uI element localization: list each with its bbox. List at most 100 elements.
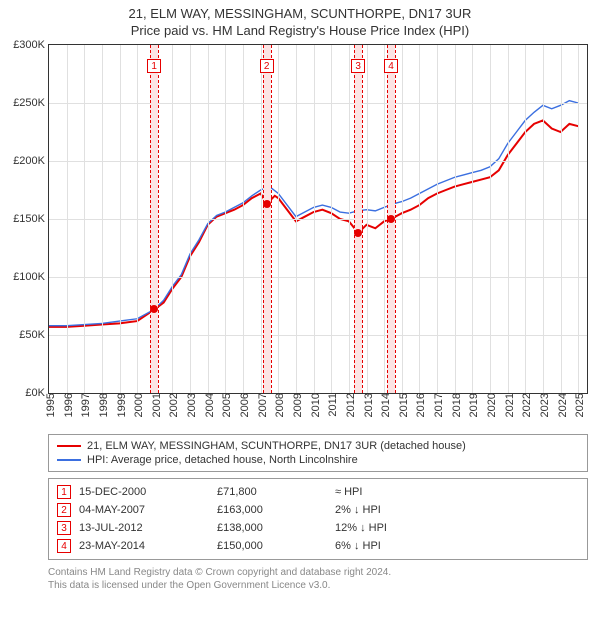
sale-band-border — [158, 45, 159, 393]
gridline-h — [49, 103, 587, 104]
y-axis-label: £100K — [13, 271, 49, 283]
x-axis-label: 2013 — [359, 393, 375, 417]
x-axis-label: 2003 — [182, 393, 198, 417]
sale-table-price: £150,000 — [217, 540, 327, 552]
x-axis-label: 2024 — [553, 393, 569, 417]
y-axis-label: £200K — [13, 155, 49, 167]
x-axis-label: 2004 — [200, 393, 216, 417]
sale-table-price: £138,000 — [217, 522, 327, 534]
gridline-v — [525, 45, 526, 393]
gridline-v — [402, 45, 403, 393]
gridline-h — [49, 161, 587, 162]
x-axis-label: 2007 — [253, 393, 269, 417]
x-axis-label: 2012 — [341, 393, 357, 417]
sale-table-row: 204-MAY-2007£163,0002% ↓ HPI — [53, 501, 583, 519]
gridline-v — [172, 45, 173, 393]
x-axis-label: 2020 — [482, 393, 498, 417]
gridline-v — [190, 45, 191, 393]
x-axis-label: 2010 — [306, 393, 322, 417]
x-axis-label: 2011 — [323, 393, 339, 417]
legend-label: 21, ELM WAY, MESSINGHAM, SCUNTHORPE, DN1… — [87, 440, 466, 452]
sale-table-date: 23-MAY-2014 — [79, 540, 209, 552]
sale-band — [150, 45, 158, 393]
x-axis-label: 2001 — [147, 393, 163, 417]
sale-table-row: 4 23-MAY-2014 £150,000 6% ↓ HPI — [53, 537, 583, 555]
x-axis-label: 2006 — [235, 393, 251, 417]
gridline-v — [137, 45, 138, 393]
chart-header: 21, ELM WAY, MESSINGHAM, SCUNTHORPE, DN1… — [0, 0, 600, 44]
page-container: 21, ELM WAY, MESSINGHAM, SCUNTHORPE, DN1… — [0, 0, 600, 620]
y-axis-label: £50K — [19, 329, 49, 341]
sale-points-table: 115-DEC-2000£71,800≈ HPI204-MAY-2007£163… — [48, 478, 588, 560]
x-axis-label: 2008 — [270, 393, 286, 417]
x-axis-label: 2015 — [394, 393, 410, 417]
title-address: 21, ELM WAY, MESSINGHAM, SCUNTHORPE, DN1… — [0, 6, 600, 23]
gridline-v — [367, 45, 368, 393]
gridline-h — [49, 219, 587, 220]
sale-table-marker: 3 — [57, 521, 71, 535]
gridline-h — [49, 335, 587, 336]
legend-swatch — [57, 459, 81, 461]
footnote-line1: Contains HM Land Registry data © Crown c… — [48, 566, 588, 579]
x-axis-label: 1999 — [112, 393, 128, 417]
sale-marker: 3 — [351, 59, 365, 73]
x-axis-label: 2017 — [429, 393, 445, 417]
gridline-v — [384, 45, 385, 393]
gridline-v — [437, 45, 438, 393]
gridline-v — [331, 45, 332, 393]
x-axis-label: 2000 — [129, 393, 145, 417]
x-axis-label: 2005 — [217, 393, 233, 417]
x-axis-label: 2018 — [447, 393, 463, 417]
sale-table-note: 2% ↓ HPI — [335, 504, 579, 516]
sale-band-border — [354, 45, 355, 393]
sale-table-marker: 4 — [57, 539, 71, 553]
gridline-v — [472, 45, 473, 393]
x-axis-label: 2016 — [411, 393, 427, 417]
gridline-v — [261, 45, 262, 393]
sale-band-border — [263, 45, 264, 393]
sale-marker: 2 — [260, 59, 274, 73]
gridline-v — [120, 45, 121, 393]
sale-point-dot — [150, 305, 158, 313]
sale-band — [354, 45, 362, 393]
x-axis-label: 2019 — [464, 393, 480, 417]
x-axis-label: 2025 — [570, 393, 586, 417]
legend-label: HPI: Average price, detached house, Nort… — [87, 454, 358, 466]
x-axis-label: 2014 — [376, 393, 392, 417]
y-axis-label: £250K — [13, 97, 49, 109]
gridline-v — [278, 45, 279, 393]
gridline-v — [67, 45, 68, 393]
x-axis-label: 2023 — [535, 393, 551, 417]
gridline-v — [561, 45, 562, 393]
footnote-line2: This data is licensed under the Open Gov… — [48, 579, 588, 592]
sale-marker: 1 — [147, 59, 161, 73]
x-axis-label: 2022 — [517, 393, 533, 417]
sale-table-date: 13-JUL-2012 — [79, 522, 209, 534]
chart-plot-area: £0K£50K£100K£150K£200K£250K£300K19951996… — [48, 44, 588, 394]
gridline-v — [84, 45, 85, 393]
legend-row: HPI: Average price, detached house, Nort… — [57, 453, 579, 467]
gridline-v — [543, 45, 544, 393]
x-axis-label: 2021 — [500, 393, 516, 417]
x-axis-label: 1997 — [76, 393, 92, 417]
sale-point-dot — [387, 215, 395, 223]
gridline-v — [508, 45, 509, 393]
sale-band — [263, 45, 271, 393]
sale-table-date: 15-DEC-2000 — [79, 486, 209, 498]
x-axis-label: 2002 — [164, 393, 180, 417]
sale-table-date: 04-MAY-2007 — [79, 504, 209, 516]
sale-band-border — [362, 45, 363, 393]
title-subtitle: Price paid vs. HM Land Registry's House … — [0, 23, 600, 40]
gridline-v — [296, 45, 297, 393]
y-axis-label: £150K — [13, 213, 49, 225]
sale-table-note: ≈ HPI — [335, 486, 579, 498]
sale-table-row: 313-JUL-2012£138,00012% ↓ HPI — [53, 519, 583, 537]
x-axis-label: 1998 — [94, 393, 110, 417]
chart-legend: 21, ELM WAY, MESSINGHAM, SCUNTHORPE, DN1… — [48, 434, 588, 472]
sale-table-note: 6% ↓ HPI — [335, 540, 579, 552]
legend-swatch — [57, 445, 81, 447]
gridline-h — [49, 277, 587, 278]
y-axis-label: £300K — [13, 39, 49, 51]
sale-table-row: 115-DEC-2000£71,800≈ HPI — [53, 483, 583, 501]
footnote: Contains HM Land Registry data © Crown c… — [48, 566, 588, 592]
